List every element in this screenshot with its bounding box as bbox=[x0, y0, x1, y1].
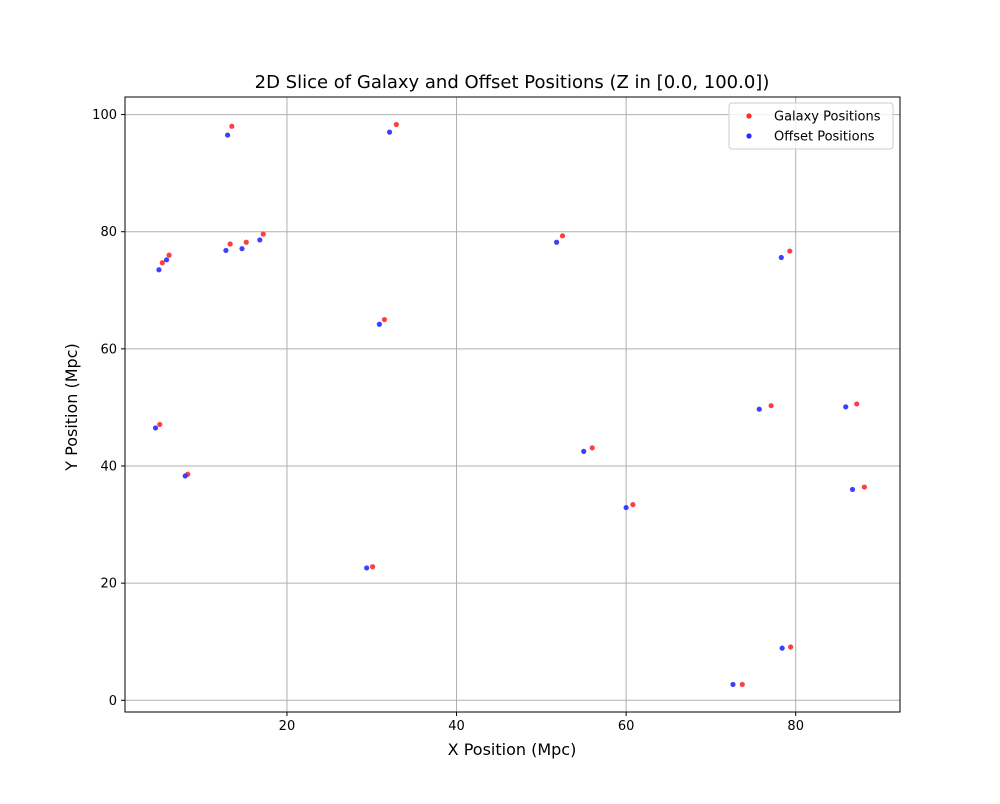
offset-point bbox=[553, 239, 560, 245]
series-offset bbox=[152, 129, 856, 688]
y-tick-label: 80 bbox=[100, 225, 117, 240]
offset-point bbox=[849, 486, 856, 493]
x-tick-label: 40 bbox=[448, 719, 465, 734]
offset-point bbox=[581, 448, 587, 454]
y-tick-label: 100 bbox=[92, 108, 117, 123]
offset-point bbox=[623, 504, 629, 511]
legend-label: Galaxy Positions bbox=[774, 110, 881, 125]
offset-point bbox=[376, 321, 382, 327]
offset-point bbox=[779, 645, 785, 651]
y-tick-label: 60 bbox=[100, 342, 117, 357]
galaxy-point bbox=[854, 401, 860, 407]
offset-point bbox=[730, 681, 736, 688]
galaxy-point bbox=[768, 403, 774, 409]
legend-label: Offset Positions bbox=[774, 130, 875, 145]
y-tick-label: 0 bbox=[109, 694, 117, 709]
galaxy-point bbox=[393, 121, 399, 128]
legend-marker bbox=[746, 133, 752, 139]
offset-point bbox=[386, 129, 393, 135]
offset-point bbox=[843, 404, 849, 410]
offset-point bbox=[257, 237, 263, 243]
galaxy-point bbox=[260, 231, 266, 237]
offset-point bbox=[152, 425, 159, 431]
offset-point bbox=[756, 406, 762, 412]
offset-point bbox=[239, 246, 245, 252]
offset-point bbox=[223, 247, 229, 254]
x-tick-label: 80 bbox=[787, 719, 804, 734]
offset-point bbox=[156, 267, 162, 273]
data-points bbox=[152, 121, 867, 688]
offset-point bbox=[163, 257, 170, 263]
x-tick-label: 60 bbox=[618, 719, 635, 734]
galaxy-point bbox=[243, 239, 249, 245]
galaxy-point bbox=[369, 564, 376, 570]
galaxy-point bbox=[559, 233, 566, 239]
x-tick-label: 20 bbox=[279, 719, 296, 734]
offset-point bbox=[224, 132, 231, 138]
galaxy-point bbox=[589, 445, 595, 451]
plot-frame bbox=[124, 96, 901, 713]
galaxy-point bbox=[630, 502, 636, 508]
galaxy-point bbox=[159, 260, 165, 266]
chart-legend: Galaxy Positions Offset Positions bbox=[728, 102, 894, 150]
y-axis-label: Y Position (Mpc) bbox=[62, 343, 81, 471]
y-tick-label: 40 bbox=[100, 460, 117, 475]
legend-box bbox=[728, 102, 894, 150]
galaxy-point bbox=[381, 316, 388, 323]
offset-point bbox=[182, 473, 188, 479]
axis-ticks: 20 40 60 80 0 20 40 60 80 100 bbox=[92, 108, 804, 734]
galaxy-point bbox=[861, 484, 867, 490]
grid-lines bbox=[125, 97, 900, 712]
series-galaxy bbox=[157, 121, 867, 688]
x-axis-label: X Position (Mpc) bbox=[448, 740, 577, 759]
offset-point bbox=[778, 254, 784, 261]
offset-point bbox=[364, 565, 370, 571]
galaxy-point bbox=[739, 681, 745, 688]
galaxy-point bbox=[788, 644, 794, 650]
galaxy-point bbox=[787, 248, 793, 254]
y-tick-label: 20 bbox=[100, 577, 117, 592]
galaxy-point bbox=[227, 241, 233, 247]
galaxy-point bbox=[229, 123, 235, 129]
galaxy-point bbox=[166, 252, 172, 258]
chart-title: 2D Slice of Galaxy and Offset Positions … bbox=[255, 72, 770, 93]
legend-marker bbox=[746, 113, 752, 119]
galaxy-point bbox=[157, 421, 163, 428]
